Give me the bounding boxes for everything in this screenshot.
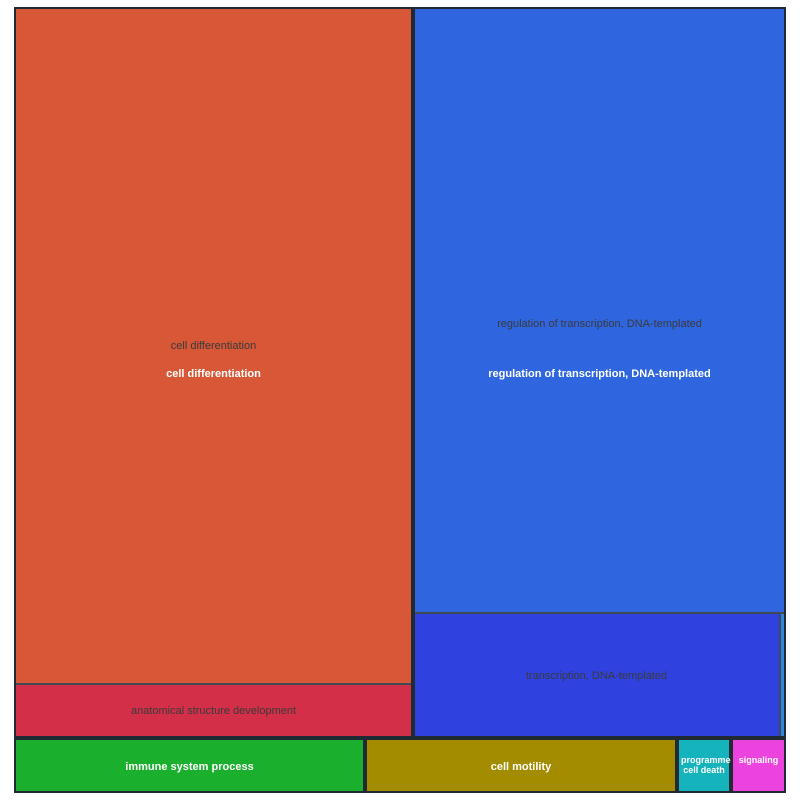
treemap-tile-cell-differentiation: cell differentiation [14,7,413,684]
treemap-tile-signaling [731,738,786,793]
treemap-label: anatomical structure development [130,705,297,717]
treemap-tile-programmed-cell-death [677,738,731,793]
treemap-label: cell differentiation [170,340,257,352]
treemap-label: transcription, DNA-templated [525,669,668,682]
treemap-tile-transcription-dna-templated: transcription, DNA-templated [413,613,780,738]
treemap-tile-small-term [780,613,786,738]
treemap-tile-regulation-of-transcription-dna-templated: regulation of transcription, DNA-templat… [413,7,786,613]
treemap-tile-anatomical-structure-development: anatomical structure development [14,684,413,738]
treemap-label: regulation of transcription, DNA-templat… [497,318,702,330]
treemap-tile-cell-motility [365,738,677,793]
treemap-tile-immune-system-process [14,738,365,793]
